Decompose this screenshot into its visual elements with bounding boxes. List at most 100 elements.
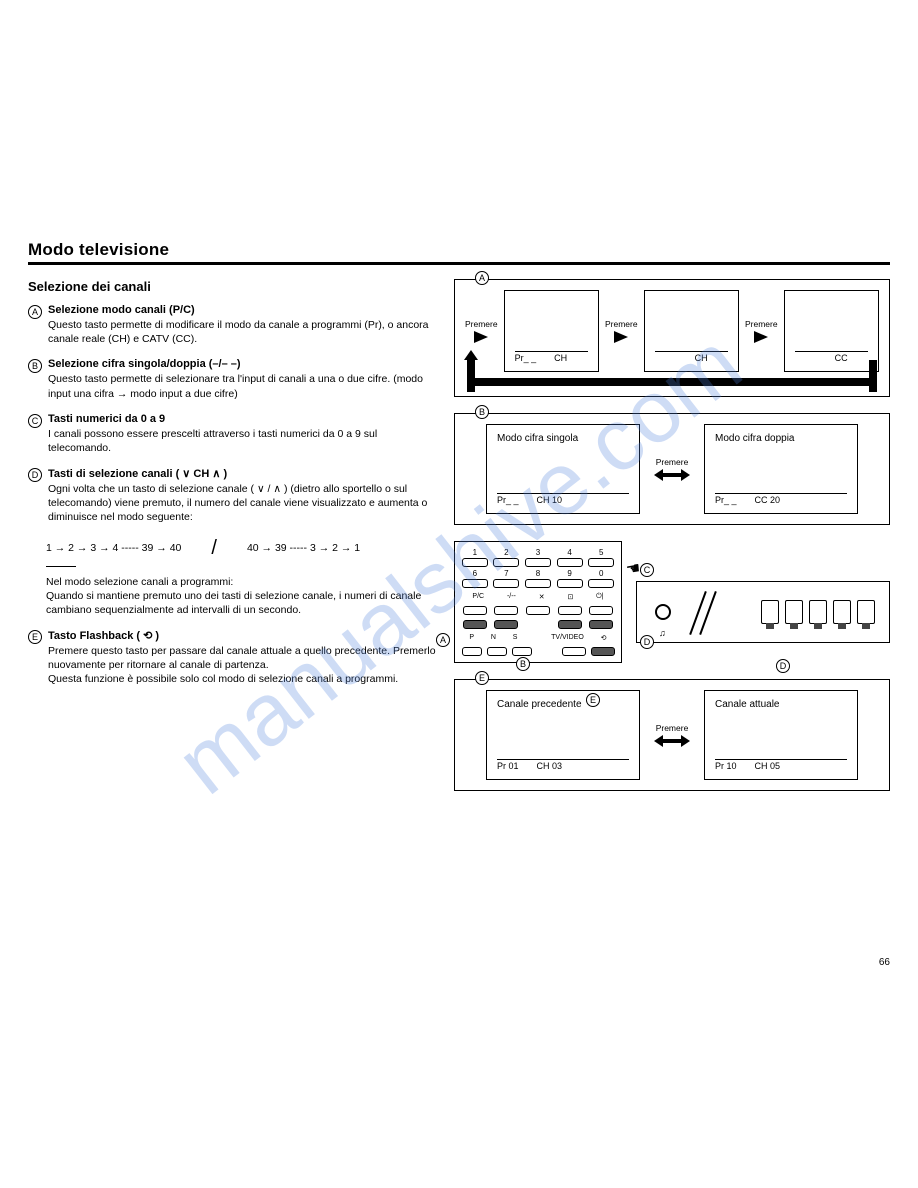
seq-b: 40 → 39 ----- 3 → 2 → 1 [247,542,360,554]
premere-label: Premere [745,319,778,329]
key-vol-dn[interactable] [463,620,487,629]
key-tvvideo-label: TV/VIDEO [551,634,584,642]
panel-btn-3[interactable] [809,600,827,624]
item-e-title: Tasto Flashback ( ⟲ ) [48,629,436,642]
screen-b1: Modo cifra singola Pr_ _CH 10 [486,424,640,514]
key-6[interactable] [462,579,488,588]
key-disp[interactable] [558,606,582,615]
key-8-label: 8 [536,569,540,578]
key-1-label: 1 [473,548,477,557]
key-ch-dn[interactable] [558,620,582,629]
panel-btn-5[interactable] [857,600,875,624]
screen-b2: Modo cifra doppia Pr_ _ CC 20 [704,424,858,514]
scr-a1-a: Pr_ _ [515,353,537,363]
screen-e1: Canale precedente Pr 01CH 03 [486,690,640,780]
key-power[interactable] [589,606,613,615]
item-c: C Tasti numerici da 0 a 9 I canali posso… [28,413,436,455]
key-pc[interactable] [463,606,487,615]
key-n-label: N [491,634,496,642]
scr-b1-b: CH 10 [537,495,563,505]
arrow-right-icon [614,331,628,343]
scr-a2-b: CH [695,353,708,363]
panel-b-label-icon: B [475,405,489,419]
key-ch-up[interactable] [589,620,613,629]
key-s[interactable] [512,647,532,656]
key-power-label: ⏻| [596,593,603,601]
scr-b2-b: CC 20 [755,495,781,505]
scr-a3-b: CC [835,353,848,363]
key-4[interactable] [557,558,583,567]
loop-bar-wrap [465,376,879,392]
panel-a-label-icon: A [475,271,489,285]
key-disp-label: ⊡ [567,593,573,601]
sequence-row: 1 → 2 → 3 → 4 ----- 39 → 40 / 40 → 39 --… [46,537,436,560]
arrow-both-icon [654,469,690,481]
key-2[interactable] [493,558,519,567]
key-digit[interactable] [494,606,518,615]
screen-a2: CH [644,290,739,372]
item-a: A Selezione modo canali (P/C) Questo tas… [28,304,436,346]
circle-e-icon: E [28,630,42,644]
panel-btn-4[interactable] [833,600,851,624]
key-p[interactable] [462,647,482,656]
key-0-label: 0 [599,569,603,578]
loop-bar-icon [467,376,877,386]
loop-left-icon [467,360,475,392]
key-p-label: P [469,634,474,642]
panel-btn-1[interactable] [761,600,779,624]
key-s-label: S [513,634,518,642]
content-columns: Selezione dei canali A Selezione modo ca… [28,279,890,807]
key-7-label: 7 [504,569,508,578]
panel-a-row: Premere Pr_ _CH Premere CH Premere [465,290,879,372]
main-title: Modo televisione [28,240,890,265]
premere-label: Premere [465,319,498,329]
lead-e-icon: E [586,693,600,707]
panel-e-label-icon: E [475,671,489,685]
lead-d-icon: D [640,635,654,649]
page-number: 66 [879,957,890,968]
key-1[interactable] [462,558,488,567]
lead-b-icon: B [516,657,530,671]
item-e: E Tasto Flashback ( ⟲ ) Premere questo t… [28,629,436,687]
panel-e: E Canale precedente Pr 01CH 03 Premere C… [454,679,890,791]
seq-a: 1 → 2 → 3 → 4 ----- 39 → 40 [46,542,181,554]
key-8[interactable] [525,579,551,588]
key-9[interactable] [557,579,583,588]
panel-buttons [761,600,875,624]
item-e-text: Premere questo tasto per passare dal can… [48,644,436,687]
lead-a-icon: A [436,633,450,647]
key-mute[interactable] [526,606,550,615]
key-5[interactable] [588,558,614,567]
premere-label: Premere [656,457,689,467]
arrow-right-icon [754,331,768,343]
left-column: Selezione dei canali A Selezione modo ca… [28,279,436,807]
key-6-label: 6 [473,569,477,578]
screen-a3: CC [784,290,879,372]
scr-b2-title: Modo cifra doppia [715,433,795,445]
scr-b2-a: Pr_ _ [715,495,737,505]
key-4-label: 4 [567,548,571,557]
scr-e2-title: Canale attuale [715,699,780,711]
item-c-text: I canali possono essere prescelti attrav… [48,427,436,455]
panel-a: A Premere Pr_ _CH Premere CH Premere [454,279,890,397]
key-vol-up[interactable] [494,620,518,629]
scr-b1-a: Pr_ _ [497,495,519,505]
key-7[interactable] [493,579,519,588]
lead-c-icon: C [640,563,654,577]
panel-btn-2[interactable] [785,600,803,624]
key-3[interactable] [525,558,551,567]
item-d-title: Tasti di selezione canali ( ∨ CH ∧ ) [48,467,436,480]
lead-d2-icon: D [776,659,790,673]
scr-e2-a: Pr 10 [715,761,737,771]
sub-title: Selezione dei canali [28,279,436,294]
key-n[interactable] [487,647,507,656]
tv-side-panel: ♫ [636,581,890,643]
key-tvvideo[interactable] [562,647,586,656]
circle-a-icon: A [28,305,42,319]
item-a-title: Selezione modo canali (P/C) [48,304,436,316]
circle-c-icon: C [28,414,42,428]
key-digit-label: -/-- [507,593,516,601]
headphone-label: ♫ [659,628,666,638]
key-flashback[interactable] [591,647,615,656]
key-0[interactable] [588,579,614,588]
